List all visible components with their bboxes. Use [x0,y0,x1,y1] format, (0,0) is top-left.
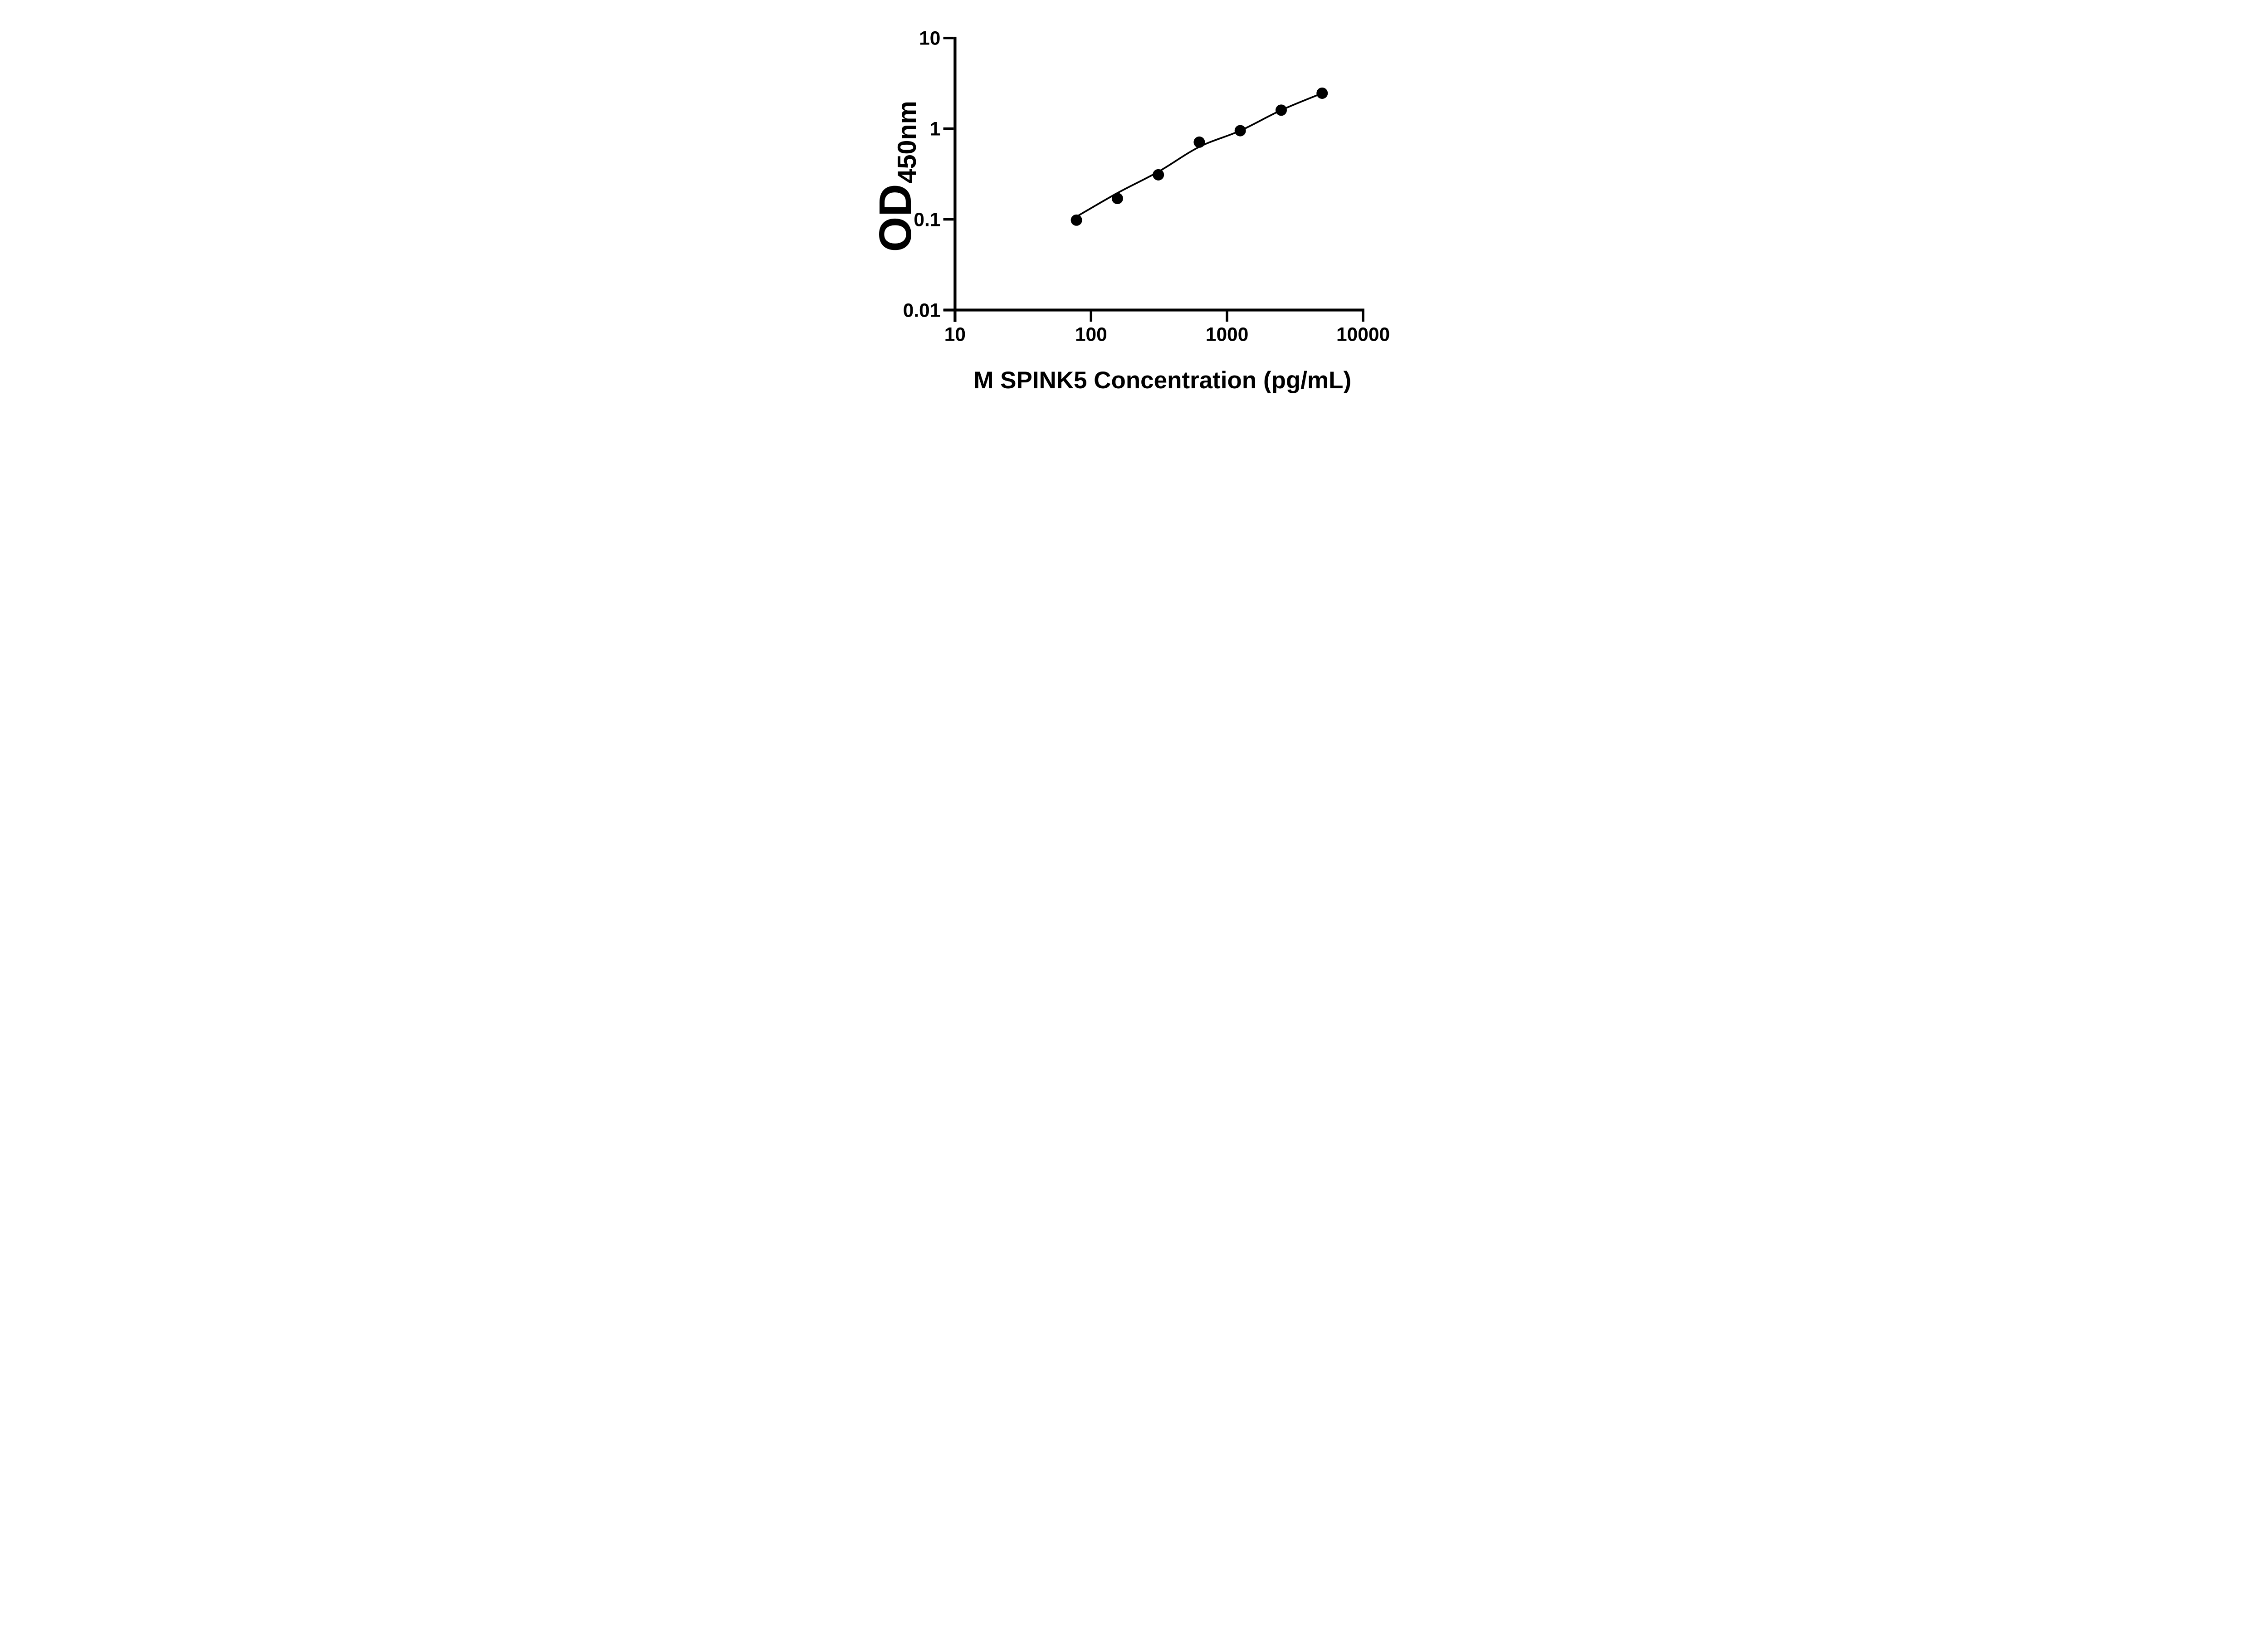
x-tick-label: 10 [944,324,965,346]
data-point-marker [1152,169,1164,181]
axis-ticks [943,36,1364,322]
data-point-marker [1234,125,1246,137]
x-tick [1225,311,1228,322]
y-tick [943,36,953,39]
y-tick [943,308,953,312]
x-tick [953,311,956,322]
chart-background [842,0,1426,408]
y-axis-title: OD 450nm [870,101,921,252]
data-point-marker [1193,136,1205,148]
data-point-marker [1070,214,1082,226]
page: 0.01 0.1 1 10 10 100 1000 10000 M SPINK5 Concen… [842,0,1426,408]
y-tick-label: 0.1 [914,210,940,231]
x-tick-label: 1000 [1205,324,1248,346]
y-axis-title-group: OD 450nm [870,101,921,252]
y-axis-title-main: OD [870,184,920,252]
y-tick [943,218,953,221]
axes [943,36,1364,322]
x-axis-title: M SPINK5 Concentration (pg/mL) [973,367,1351,394]
x-tick-label: 100 [1075,324,1107,346]
y-axis-title-subscript: 450nm [893,101,922,183]
data-point-marker [1111,192,1123,204]
axis-tick-labels: 0.01 0.1 1 10 10 100 1000 10000 [903,28,1389,346]
data-point-marker [1275,104,1287,116]
y-tick [943,127,953,130]
y-tick-label: 10 [919,28,940,49]
data-point-marker [1316,87,1328,99]
y-tick-label: 1 [929,119,940,140]
x-tick [1090,311,1092,322]
x-tick-label: 10000 [1336,324,1389,346]
x-axis-line [943,308,1364,312]
x-tick [1361,311,1364,322]
standard-curve-figure: 0.01 0.1 1 10 10 100 1000 10000 M SPINK5 Concen… [842,0,1426,408]
data-points [1070,87,1328,226]
y-tick-label: 0.01 [903,300,940,321]
y-axis-line [953,36,957,322]
standard-curve-chart: 0.01 0.1 1 10 10 100 1000 10000 M SPINK5 Concen… [842,0,1426,408]
